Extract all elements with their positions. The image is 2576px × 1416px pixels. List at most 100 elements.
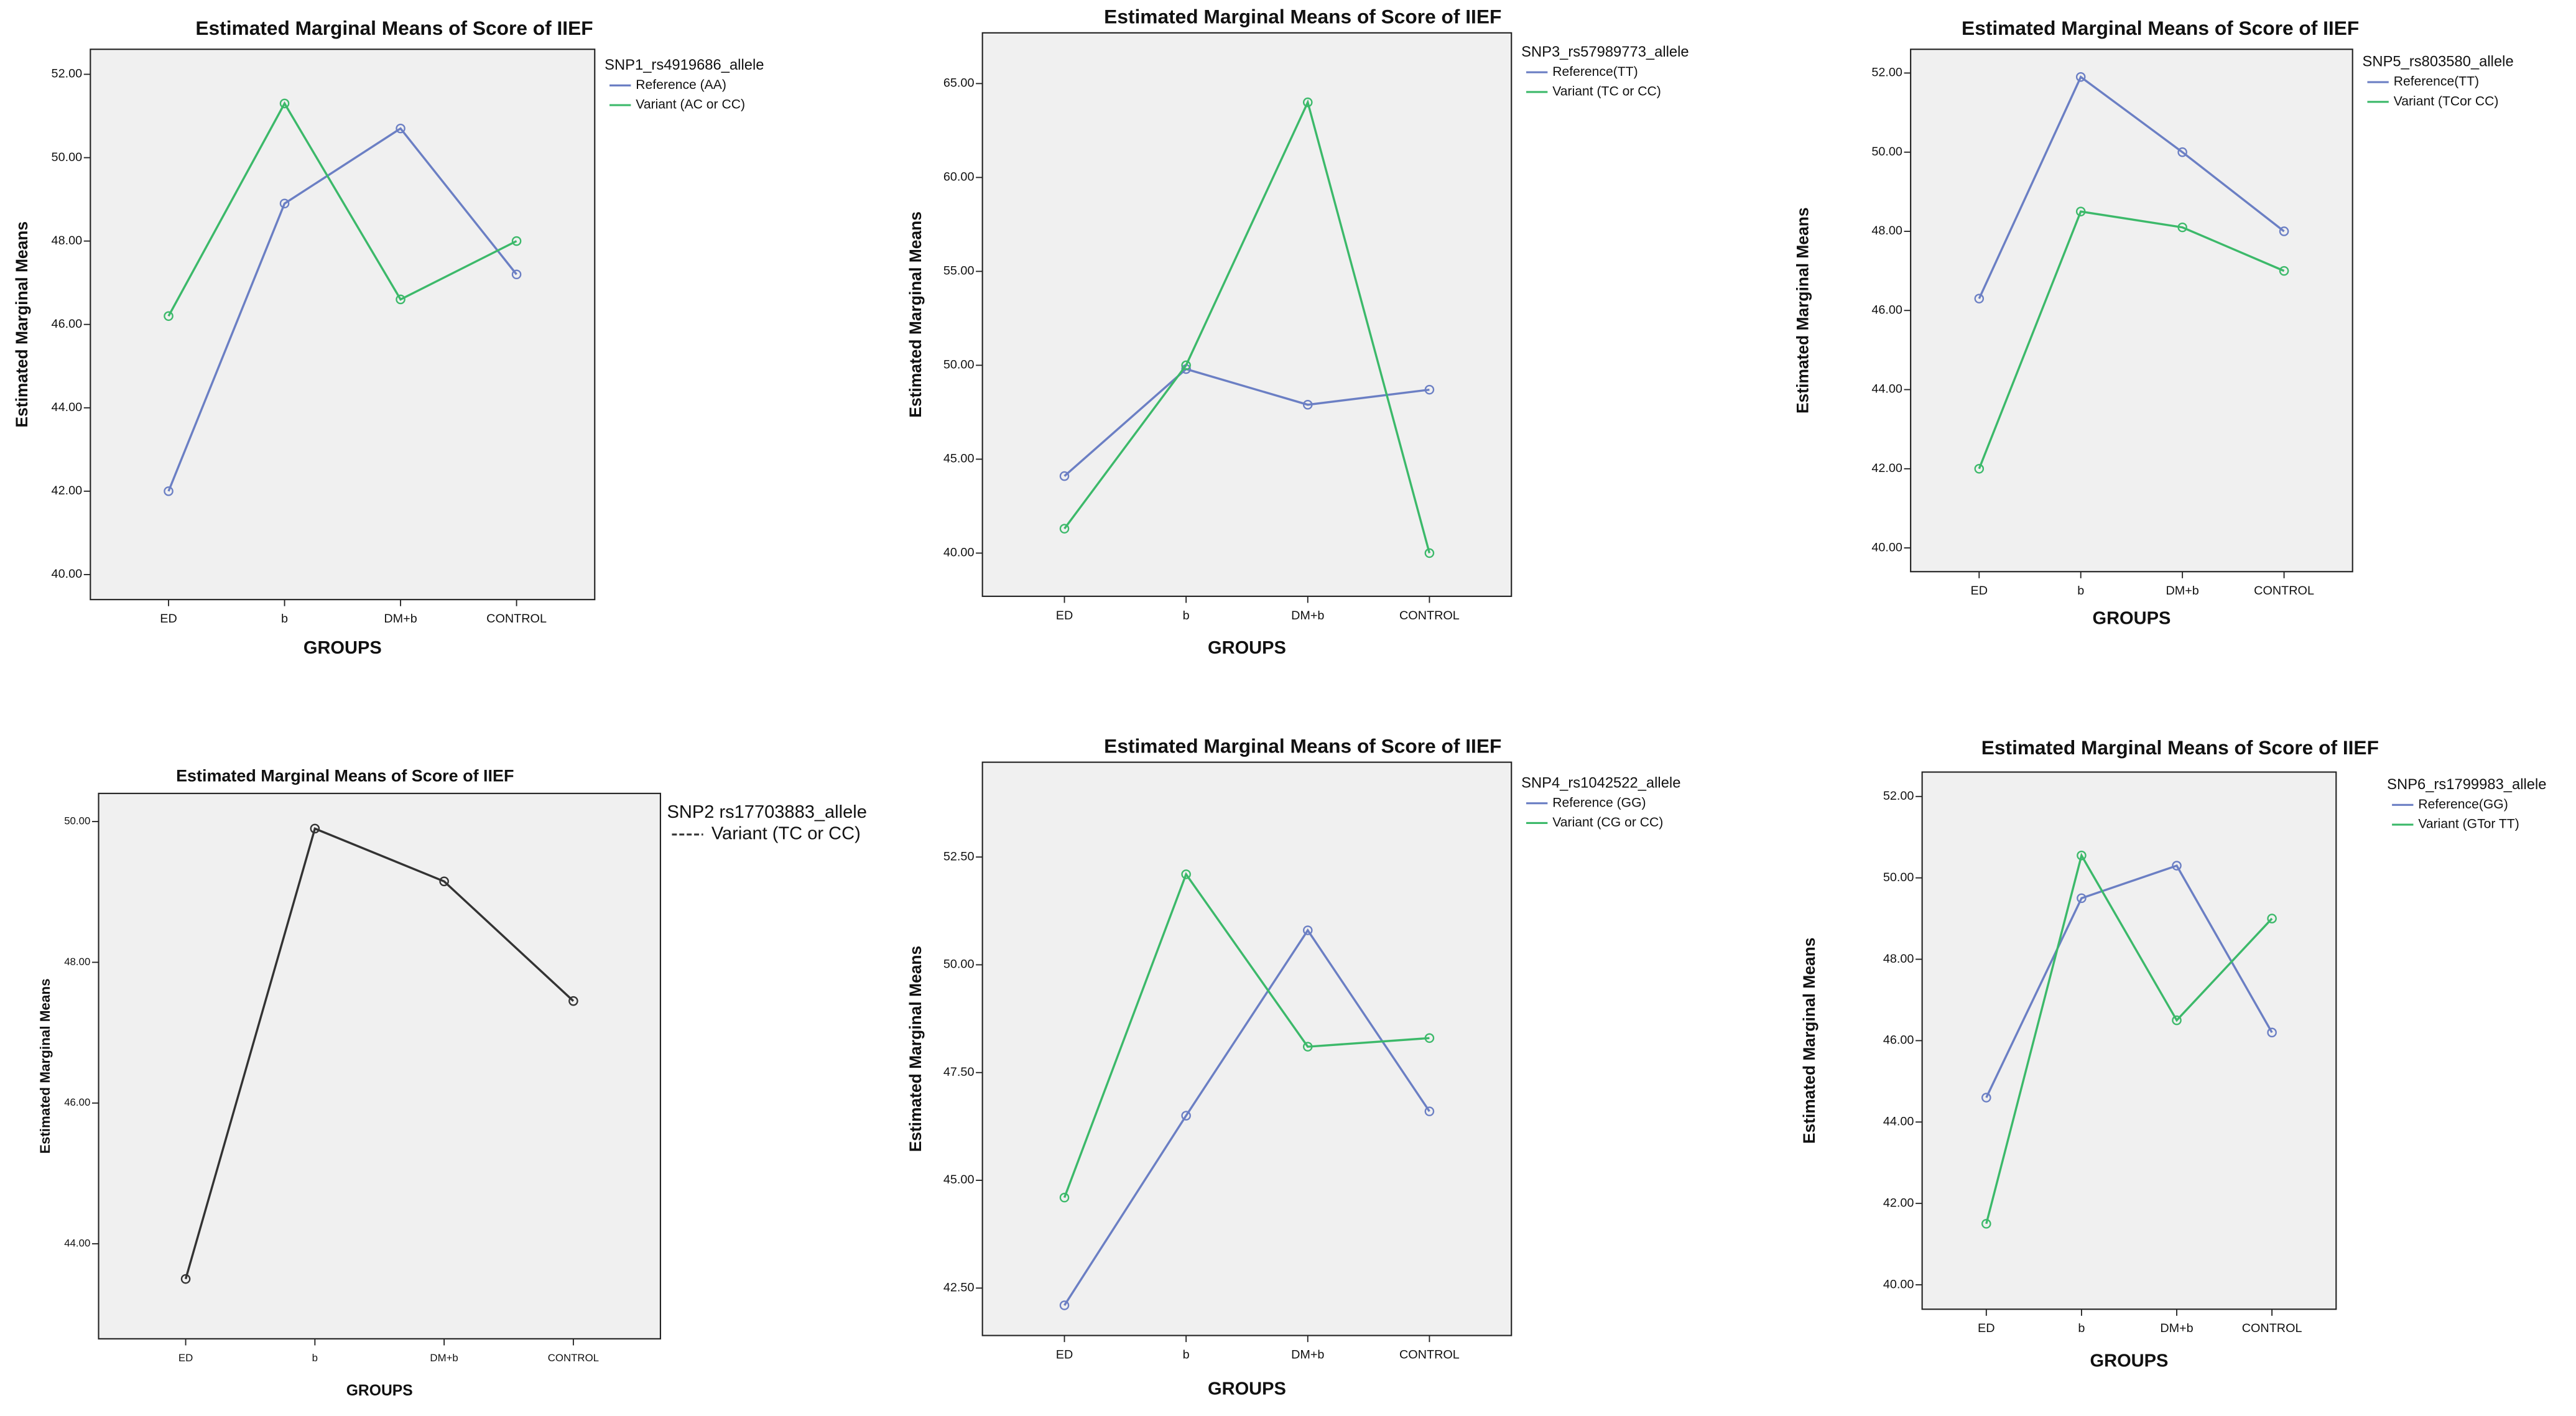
y-axis-label: Estimated Marginal Means [906,211,925,418]
chart-panel: Estimated Marginal Means of Score of IIE… [906,734,1680,1399]
data-point [2279,266,2289,276]
data-point [1424,1033,1435,1043]
data-point [1059,1192,1070,1203]
data-point [1302,925,1313,935]
data-point [2172,1015,2182,1025]
x-tick-label: CONTROL [2254,584,2314,598]
y-tick-label: 42.00 [1883,1196,1914,1210]
legend-title: SNP1_rs4919686_allele [605,57,764,73]
y-tick-label: 50.00 [943,958,975,971]
data-point [396,294,405,305]
x-axis-label: GROUPS [303,638,382,658]
y-tick-label: 60.00 [943,170,975,184]
y-tick-label: 50.00 [943,358,975,372]
legend-label: Reference(GG) [2418,797,2508,812]
y-axis-label: Estimated Marginal Means [906,946,925,1152]
y-tick-label: 50.00 [1883,871,1914,884]
data-point [180,1274,191,1284]
chart-panel: Estimated Marginal Means of Score of IIE… [12,17,764,658]
data-point [1974,294,1985,303]
x-axis-label: GROUPS [1208,638,1286,658]
x-tick-label: CONTROL [1399,1348,1460,1361]
plot-area [98,792,661,1340]
legend-label: Reference(TT) [2394,75,2479,89]
chart-title: Estimated Marginal Means of Score of IIE… [1962,17,2359,39]
data-point [1059,1300,1070,1310]
x-tick-label: CONTROL [486,612,547,626]
data-point [511,269,522,280]
plot-area [1910,49,2353,573]
y-tick-label: 40.00 [52,567,83,581]
series-line [1063,872,1430,1198]
data-point [1181,1111,1191,1121]
y-tick-label: 40.00 [1871,540,1902,554]
series-line [1063,928,1430,1306]
legend-label: Reference (GG) [1552,795,1646,810]
data-point [511,236,522,246]
x-tick-label: DM+b [384,612,417,626]
data-point [1424,384,1435,395]
y-axis-label: Estimated Marginal Means [37,978,53,1154]
data-point [2077,893,2087,904]
series-line [1063,368,1430,477]
y-tick-label: 48.00 [1871,224,1902,238]
chart-panel: Estimated Marginal Means of Score of IIE… [1793,17,2513,629]
y-tick-label: 52.00 [1871,66,1902,80]
data-point [2172,861,2182,871]
series-line [1063,99,1431,553]
data-point [1424,1106,1435,1116]
data-point [310,823,320,834]
y-tick-label: 47.50 [943,1065,975,1079]
chart-title: Estimated Marginal Means of Score of IIE… [1104,5,1501,27]
y-tick-label: 50.00 [64,815,90,827]
legend-label: Variant (TC or CC) [711,824,861,844]
legend-title: SNP5_rs803580_allele [2363,53,2514,70]
chart-panel: Estimated Marginal Means of Score of IIE… [1800,736,2547,1371]
y-axis-label: Estimated Marginal Means [1793,207,1812,414]
y-tick-label: 55.00 [943,264,975,278]
plot-area [981,32,1513,597]
data-point [2267,1027,2277,1038]
x-tick-label: DM+b [430,1352,458,1364]
y-tick-label: 45.00 [943,1173,975,1187]
chart-title: Estimated Marginal Means of Score of IIE… [1981,736,2379,759]
x-tick-label: b [312,1352,318,1364]
y-tick-label: 40.00 [1883,1277,1914,1291]
legend-label: Variant (TC or CC) [1552,85,1661,99]
x-tick-label: CONTROL [1399,609,1460,622]
y-tick-label: 44.00 [1871,382,1902,396]
series-line [184,827,575,1280]
legend-label: Variant (TCor CC) [2394,94,2499,108]
y-tick-label: 44.00 [1883,1115,1914,1129]
x-axis-label: GROUPS [2090,1351,2169,1371]
legend-label: Reference(TT) [1552,65,1638,79]
data-point [2177,147,2187,157]
legend-title: SNP3_rs57989773_allele [1521,44,1689,60]
data-point [1302,400,1313,410]
legend-label: Variant (GTor TT) [2418,817,2519,831]
x-tick-label: b [1183,1348,1190,1361]
y-tick-label: 48.00 [64,956,90,968]
data-point [1424,548,1435,558]
legend-title: SNP2 rs17703883_allele [667,802,867,822]
x-tick-label: ED [1971,584,1988,598]
data-point [2077,850,2087,861]
legend-title: SNP6_rs1799983_allele [2387,776,2546,793]
x-tick-label: DM+b [2160,1321,2193,1335]
chart-title: Estimated Marginal Means of Score of IIE… [195,17,593,39]
data-point [2177,222,2187,233]
x-tick-label: b [2078,1321,2085,1335]
x-tick-label: b [281,612,288,626]
data-point [396,123,405,134]
series-line [1978,210,2285,470]
y-tick-label: 46.00 [52,317,83,331]
data-point [1974,464,1985,474]
y-tick-label: 42.00 [52,484,83,497]
series-line [167,127,517,492]
x-tick-label: DM+b [2166,584,2198,598]
plot-area [90,49,596,601]
x-axis-label: GROUPS [1208,1379,1286,1399]
y-tick-label: 46.00 [1871,303,1902,317]
